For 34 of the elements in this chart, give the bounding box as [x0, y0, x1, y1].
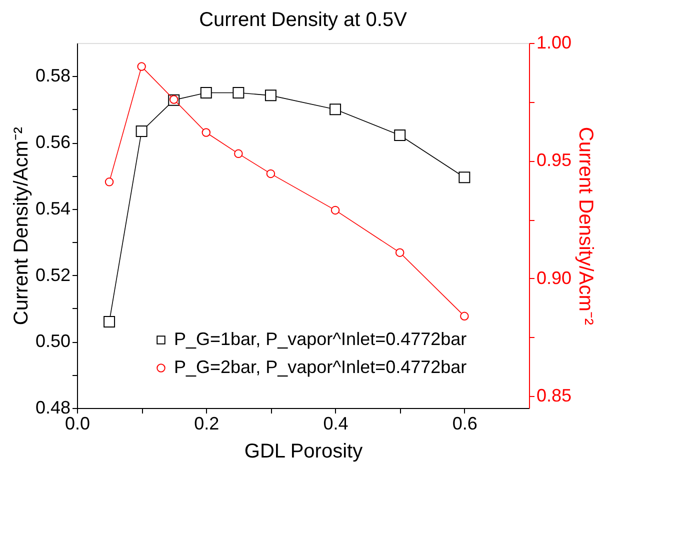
x-axis-title: GDL Porosity [244, 440, 363, 462]
point [234, 149, 243, 158]
y-tick-label: 0.52 [35, 264, 70, 285]
legend-label: P_G=2bar, P_vapor^Inlet=0.4772bar [174, 357, 467, 377]
x-tick-label: 0.4 [323, 414, 348, 434]
legend-label: P_G=1bar, P_vapor^Inlet=0.4772bar [174, 329, 467, 349]
point [104, 316, 116, 328]
y2-tick-label: 0.85 [536, 386, 572, 406]
point [104, 178, 114, 186]
y2-tick-label: 0.90 [536, 268, 572, 288]
point [137, 62, 146, 71]
point [136, 126, 148, 138]
y-tick-label: 0.58 [35, 66, 70, 86]
point [395, 248, 404, 257]
y-tick-label: 0.54 [35, 198, 70, 218]
chart-title: Current Density at 0.5V [199, 9, 408, 31]
y2-tick-label: 1.00 [536, 32, 572, 52]
point [394, 130, 406, 141]
y-tick-label: 0.50 [35, 331, 70, 352]
x-tick-label: 0.2 [194, 414, 220, 434]
point [458, 172, 470, 184]
point [460, 312, 469, 321]
point [330, 104, 342, 116]
y2-axis-title: Current Density/Acm⁻² [574, 126, 597, 326]
point [202, 128, 211, 137]
point [264, 90, 276, 102]
y2-tick-label: 0.95 [536, 150, 572, 170]
point [266, 169, 276, 178]
point [232, 87, 244, 99]
y-axis-title: Current Density/Acm⁻² [10, 126, 32, 326]
point [200, 87, 212, 99]
x-tick-label: 0.6 [452, 414, 478, 434]
point [330, 206, 340, 215]
y-tick-label: 0.56 [35, 132, 70, 152]
